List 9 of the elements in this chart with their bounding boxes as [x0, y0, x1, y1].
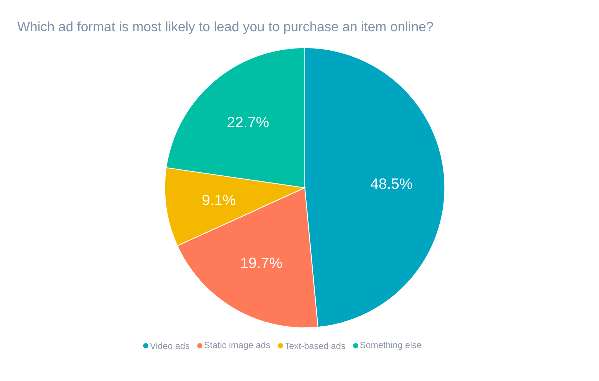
legend-label: Video ads — [150, 342, 190, 350]
legend-label: Text-based ads — [285, 342, 346, 350]
chart-title: Which ad format is most likely to lead you to purchase an item online? — [18, 22, 434, 34]
legend-label: Static image ads — [204, 342, 270, 350]
data-label: 22.7% — [228, 117, 269, 128]
data-label: 9.1% — [202, 194, 236, 206]
data-label: 19.7% — [241, 258, 282, 268]
data-label: 48.5% — [370, 178, 412, 190]
legend-label: Something else — [360, 342, 422, 350]
